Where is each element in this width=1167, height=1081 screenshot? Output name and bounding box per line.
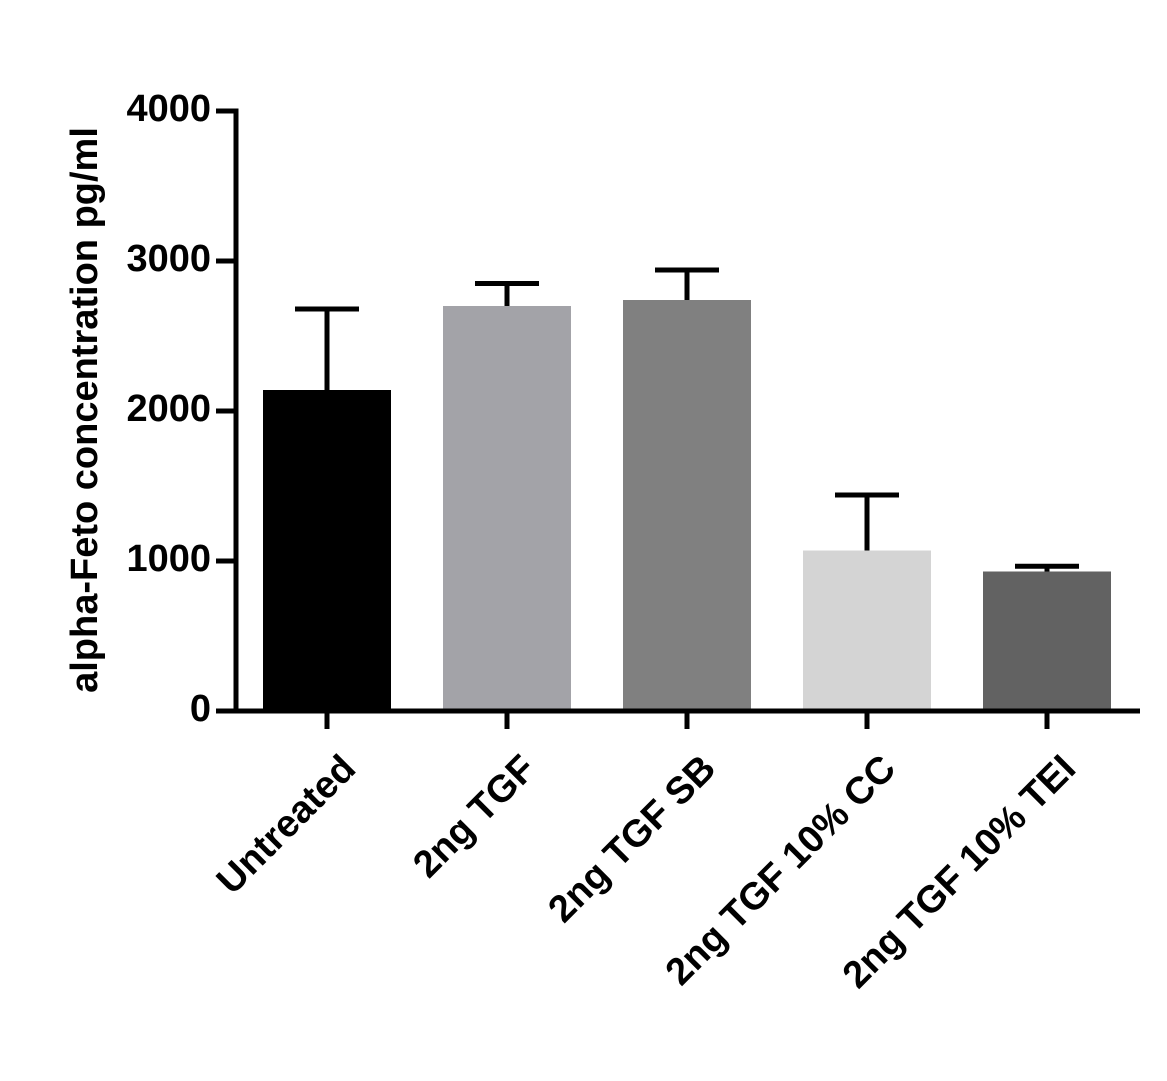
y-tick-label: 1000 (126, 538, 211, 580)
bar (803, 550, 931, 711)
y-axis-title: alpha-Feto concentration pg/ml (64, 127, 106, 693)
x-tick-label: 2ng TGF (405, 747, 544, 886)
y-tick-label: 2000 (126, 388, 211, 430)
y-tick-label: 0 (190, 688, 211, 730)
bar (263, 390, 391, 711)
x-tick-label: Untreated (209, 747, 364, 902)
bar (983, 571, 1111, 711)
bar (443, 306, 571, 711)
y-tick-label: 4000 (126, 88, 211, 130)
x-tick-label: 2ng TGF SB (541, 747, 724, 930)
y-tick-label: 3000 (126, 238, 211, 280)
bar (623, 300, 751, 711)
